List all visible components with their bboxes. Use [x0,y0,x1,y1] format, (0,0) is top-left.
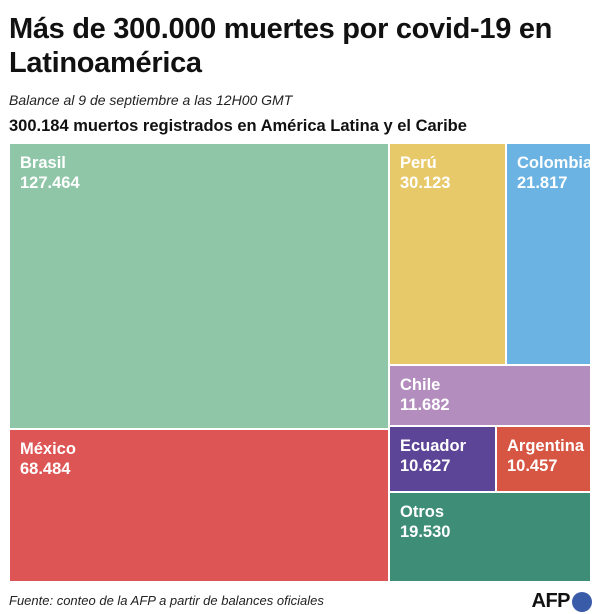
cell-value: 10.457 [507,457,558,475]
afp-logo: AFP [531,590,592,613]
logo-text: AFP [531,590,571,612]
cell-peru: Perú 30.123 [389,143,506,365]
cell-value: 11.682 [400,396,450,414]
cell-name: Brasil [20,154,66,172]
cell-colombia: Colombia 21.817 [506,143,593,365]
cell-name: Colombia [517,154,593,172]
cell-name: Chile [400,376,441,394]
cell-value: 68.484 [20,460,71,478]
total-label: 300.184 muertos registrados en América L… [9,117,467,135]
chart-title: Más de 300.000 muertes por covid-19 en L… [9,13,553,79]
logo-dot-icon [572,591,592,612]
cell-name: Perú [400,154,437,172]
cell-chile: Chile 11.682 [389,365,591,426]
cell-value: 21.817 [517,174,568,192]
treemap: Brasil 127.464 México 68.484 Perú 30.123… [9,143,593,582]
cell-ecuador: Ecuador 10.627 [389,426,496,492]
cell-value: 19.530 [400,523,451,541]
cell-name: México [20,440,76,458]
cell-name: Otros [400,503,445,521]
chart-subtitle: Balance al 9 de septiembre a las 12H00 G… [9,92,293,108]
cell-otros: Otros 19.530 [389,492,591,582]
cell-name: Ecuador [400,437,467,455]
cell-argentina: Argentina 10.457 [496,426,591,492]
source-note: Fuente: conteo de la AFP a partir de bal… [9,593,324,608]
cell-name: Argentina [507,437,585,455]
cell-brasil: Brasil 127.464 [9,143,389,429]
cell-mexico: México 68.484 [9,429,389,582]
cell-value: 10.627 [400,457,451,475]
cell-value: 127.464 [20,174,80,192]
cell-value: 30.123 [400,174,451,192]
